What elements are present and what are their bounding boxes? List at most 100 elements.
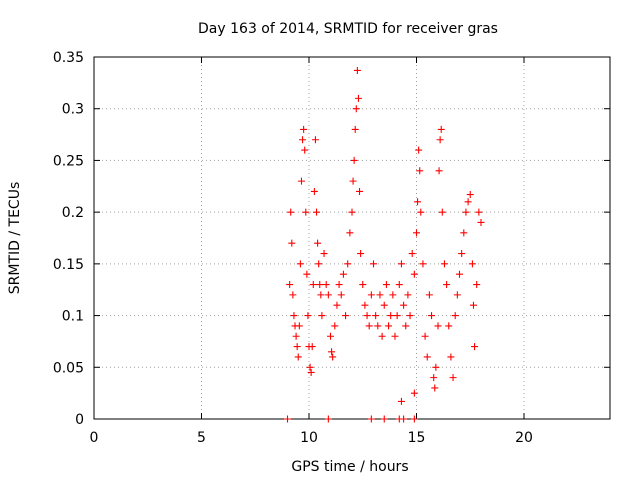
y-tick-label: 0 [75,412,84,428]
data-point [380,301,388,309]
data-point [315,260,323,268]
y-tick-label: 0.05 [53,360,84,376]
data-point [308,343,316,351]
data-point [410,415,418,423]
data-point [361,301,369,309]
data-point [382,281,390,289]
data-point [318,312,326,320]
data-point [440,260,448,268]
data-point [309,281,317,289]
data-point [320,250,328,258]
data-point [449,374,457,382]
data-point [333,301,341,309]
data-point [295,322,303,330]
data-point [456,270,463,278]
data-point [292,332,300,340]
y-tick-label: 0.1 [62,309,84,325]
data-point [302,208,310,216]
data-point [443,281,451,289]
data-point [462,208,470,216]
data-point [342,312,350,320]
data-point [438,208,446,216]
x-tick-label: 20 [515,430,533,446]
data-point [400,415,408,423]
data-point [464,198,472,206]
data-point [413,229,420,237]
data-point [447,353,455,361]
data-point [406,312,414,320]
data-point [349,177,357,185]
data-point [389,291,397,299]
data-point [348,208,356,216]
y-tick-labels: 0 0.05 0.1 0.15 0.2 0.25 0.3 0.35 [53,50,84,428]
data-point [419,260,427,268]
data-point [430,374,438,382]
data-point [416,167,424,175]
data-point [423,353,431,361]
data-point [299,136,307,144]
data-point [289,291,297,299]
x-axis-label: GPS time / hours [291,459,408,475]
data-point [359,281,367,289]
data-point [367,291,375,299]
data-point [453,291,461,299]
data-point [304,312,312,320]
data-point [451,312,459,320]
data-points [284,66,485,423]
data-point [385,322,393,330]
data-point [301,146,309,154]
data-point [473,281,481,289]
data-point [286,281,294,289]
x-tick-label: 10 [300,430,318,446]
data-point [400,301,408,309]
data-point [351,125,359,133]
plot-frame [93,56,611,420]
data-point [466,191,474,199]
data-point [313,208,321,216]
data-point [475,208,483,216]
data-point [425,291,433,299]
y-tick-label: 0.35 [53,50,84,66]
data-point [310,187,318,195]
data-point [402,322,410,330]
y-tick-label: 0.15 [53,257,84,273]
data-point [303,270,311,278]
data-point [393,312,401,320]
data-point [471,343,479,351]
data-point [397,260,405,268]
data-point [322,281,330,289]
data-point [331,322,339,330]
data-point [437,125,445,133]
data-point [335,281,343,289]
data-point [395,281,403,289]
data-point [287,208,295,216]
data-point [367,415,375,423]
data-point [337,291,345,299]
data-point [410,389,418,397]
data-point [293,343,301,351]
data-point [380,415,388,423]
data-point [468,260,476,268]
data-point [311,136,319,144]
data-point [324,415,332,423]
data-point [431,384,439,392]
data-point [288,239,296,247]
data-point [317,291,325,299]
data-point [397,397,405,405]
data-point [344,260,352,268]
data-point [432,363,440,371]
data-point [391,332,399,340]
x-tick-labels: 0 5 10 15 20 [90,430,533,446]
data-point [414,198,422,206]
axis-ticks [93,56,610,420]
data-point [404,291,412,299]
data-point [346,229,354,237]
data-point [300,125,308,133]
data-point [434,322,442,330]
y-tick-label: 0.3 [62,102,84,118]
data-point [410,270,418,278]
data-point [306,363,314,371]
y-tick-label: 0.2 [62,205,84,221]
data-point [363,312,371,320]
